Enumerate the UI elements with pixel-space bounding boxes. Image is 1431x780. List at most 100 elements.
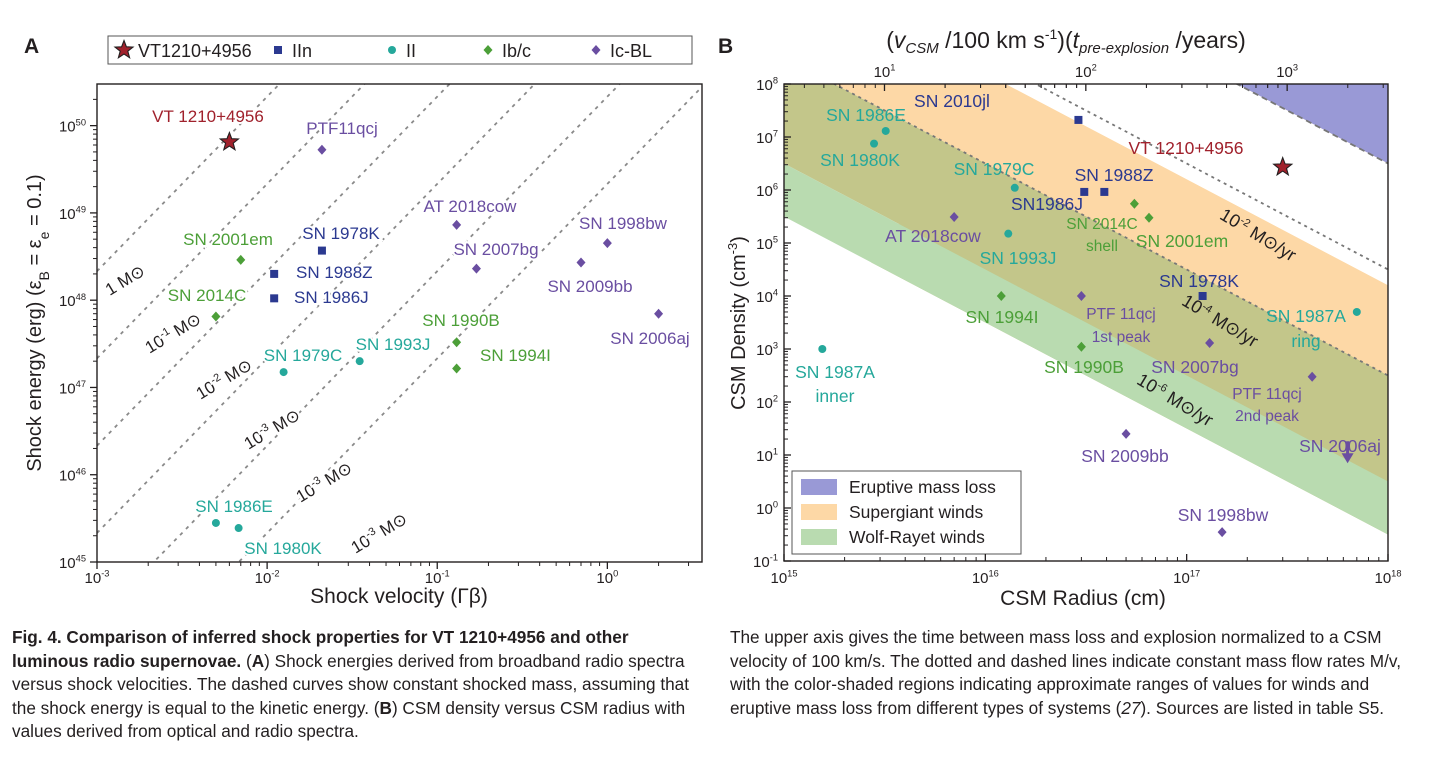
legend-b-swatch: [801, 479, 837, 495]
caption-bold: Fig. 4. Comparison of inferred shock pro…: [12, 627, 629, 671]
point-label-sn-1988z: SN 1988Z: [296, 263, 373, 282]
b-point-label-sn-2010jl: SN 2010jl: [914, 91, 990, 111]
y-tick-label: 1046: [59, 466, 86, 484]
x-tick-label: 1017: [1173, 569, 1200, 587]
x-tick-label: 100: [596, 569, 618, 587]
b-point-sn-2007bg: [1205, 337, 1215, 348]
b-point-sn-1994i: [996, 291, 1006, 301]
b-point-label-ptf-11qcj-1st-peak: PTF 11qcj: [1086, 306, 1156, 323]
panel-b-y-axis-label: CSM Density (cm-3): [725, 236, 750, 410]
point-sn-2009bb: [576, 257, 586, 268]
y-tick-label: 10-1: [753, 553, 778, 571]
point-sn-1993j: [355, 357, 364, 366]
b-point-sn1986j: [1080, 187, 1089, 196]
b-point-sn-1979c: [1010, 183, 1019, 192]
y-tick-label: 1049: [59, 205, 86, 223]
b-point-label-sn-2006aj: SN 2006aj: [1299, 436, 1381, 456]
b-point-label-ptf-11qcj-1st-peak: 1st peak: [1092, 329, 1151, 346]
panel-a-y-axis-label: Shock energy (erg) (εB = εe = 0.1): [24, 174, 52, 471]
caption-left: Fig. 4. Comparison of inferred shock pro…: [12, 627, 690, 741]
point-ptf11qcj: [317, 144, 327, 155]
point-vt-1210-4956: [218, 130, 240, 151]
b-point-label-sn-1988z: SN 1988Z: [1075, 165, 1154, 185]
x-tick-label: 10-1: [425, 569, 450, 587]
caption-right: The upper axis gives the time between ma…: [730, 627, 1401, 718]
panel-a-legend: VT1210+4956 IIn II Ib/c Ic-BL: [107, 35, 693, 65]
y-tick-label: 103: [756, 341, 778, 359]
y-tick-label: 107: [756, 129, 778, 147]
y-tick-label: 101: [756, 447, 778, 465]
b-point-sn-1993j: [1004, 229, 1013, 238]
top-x-tick-label: 103: [1276, 63, 1298, 81]
b-point-sn-1987a-ring: [1352, 307, 1361, 316]
b-point-ptf-11qcj-2nd-peak: [1307, 371, 1317, 382]
point-sn-1988z: [270, 269, 279, 278]
point-sn-1979c: [279, 368, 288, 377]
mass-line: [152, 84, 621, 562]
b-point-sn-2009bb: [1121, 428, 1131, 439]
point-sn-1980k: [234, 524, 243, 533]
panel-b-top-axis-label: (vCSM /100 km s-1)(tpre-explosion /years…: [886, 26, 1246, 57]
region-wr-bottom: [784, 163, 1388, 535]
panel-a-points: 1 M⊙10-1 M⊙10-2 M⊙10-3 M⊙10-3 M⊙10-3 M⊙V…: [100, 105, 692, 560]
point-label-sn-1979c: SN 1979C: [264, 346, 342, 365]
b-point-label-ptf-11qcj-2nd-peak: PTF 11qcj: [1232, 386, 1302, 403]
mass-line: [237, 85, 702, 562]
mass-line: [97, 84, 281, 272]
b-point-label-sn-1980k: SN 1980K: [820, 150, 900, 170]
panel-b-x-axis-label: CSM Radius (cm): [1000, 587, 1166, 610]
point-sn-1998bw: [602, 238, 612, 249]
y-tick-label: 105: [756, 235, 778, 253]
b-point-label-sn-2001em: SN 2001em: [1136, 231, 1228, 251]
top-x-tick-label: 102: [1075, 63, 1097, 81]
legend-b-swatch: [801, 529, 837, 545]
x-tick-label: 10-2: [255, 569, 280, 587]
point-sn-2001em: [236, 254, 246, 265]
b-point-at-2018cow: [949, 211, 959, 222]
y-tick-label: 1045: [59, 554, 86, 572]
point-label-at-2018cow: AT 2018cow: [424, 197, 518, 216]
b-point-label-sn-1987a-ring: SN 1987A: [1266, 306, 1346, 326]
legend-b-label: Eruptive mass loss: [849, 477, 996, 497]
legend-label: Ic-BL: [610, 41, 652, 61]
b-point-sn-2001em: [1144, 212, 1154, 223]
rate-line: [832, 84, 1388, 377]
legend-marker-ii: [388, 46, 396, 54]
legend-label: VT1210+4956: [138, 41, 252, 61]
panel-b-label: B: [718, 35, 733, 58]
legend-marker-iin: [274, 46, 282, 54]
legend-b-label: Supergiant winds: [849, 502, 983, 522]
panel-b-legend: Eruptive mass loss Supergiant winds Wolf-R…: [791, 470, 1022, 555]
y-tick-label: 104: [756, 288, 778, 306]
panel-a: A VT1210+4956 IIn II Ib/c Ic-BL 1 M⊙10-1 M⊙1…: [24, 35, 703, 608]
point-label-sn-1986j: SN 1986J: [294, 288, 369, 307]
point-label-sn-2009bb: SN 2009bb: [547, 277, 632, 296]
legend-label: II: [406, 41, 416, 61]
point-label-sn-1978k: SN 1978K: [302, 224, 380, 243]
legend-b-label: Wolf-Rayet winds: [849, 527, 985, 547]
b-point-sn-2014c: [1129, 198, 1139, 209]
point-sn-1986e: [211, 518, 220, 527]
b-point-sn-1988z: [1100, 187, 1109, 196]
point-at-2018cow: [452, 219, 462, 230]
point-sn-2007bg: [471, 263, 481, 274]
y-tick-label: 100: [756, 500, 778, 518]
panel-a-axes: 10-3 10-2 10-1 100 1045 1046 1047 1048 1049 1050: [59, 98, 690, 587]
region-gap: [1005, 84, 1388, 286]
legend-b-swatch: [801, 504, 837, 520]
b-point-sn-1978k: [1198, 292, 1207, 300]
b-point-label-sn1986j: SN1986J: [1011, 194, 1083, 214]
b-point-sn-1990b: [1076, 341, 1086, 352]
point-sn-1994i: [452, 363, 462, 374]
point-sn-1990b: [452, 337, 462, 348]
b-point-sn-1980k: [870, 139, 879, 148]
x-tick-label: 10-3: [85, 569, 110, 587]
point-label-ptf11qcj: PTF11qcj: [306, 119, 378, 138]
y-tick-label: 108: [756, 76, 778, 94]
b-point-label-sn-2007bg: SN 2007bg: [1151, 357, 1239, 377]
b-point-sn-2010jl: [1074, 115, 1083, 124]
panel-b-rate-lines: [832, 84, 1388, 377]
point-label-sn-1986e: SN 1986E: [195, 497, 273, 516]
point-label-sn-1993j: SN 1993J: [356, 335, 431, 354]
b-point-label-sn-1994i: SN 1994I: [966, 307, 1039, 327]
